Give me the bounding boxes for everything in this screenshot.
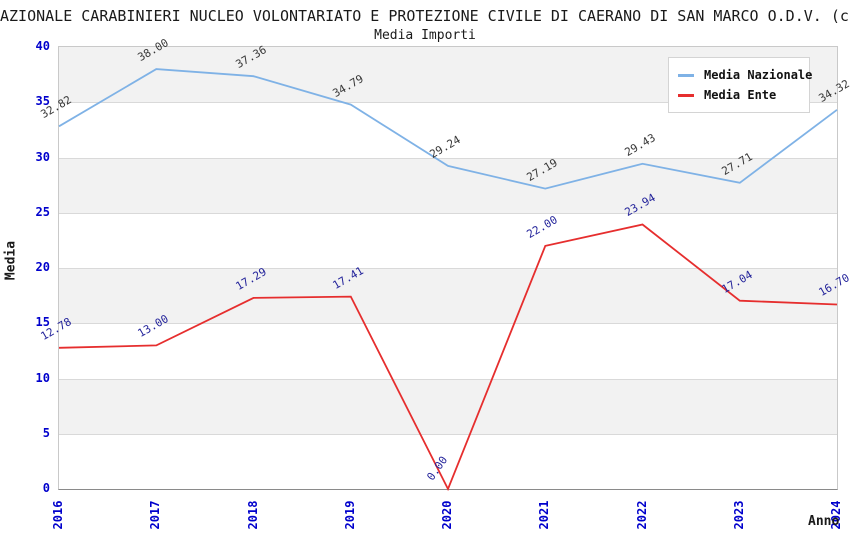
chart-title: AZIONALE CARABINIERI NUCLEO VOLONTARIATO… (0, 7, 850, 25)
legend-label: Media Ente (704, 88, 777, 102)
series-line-media-ente (58, 223, 838, 492)
y-tick-label: 35 (35, 94, 50, 109)
red-line-swatch-icon (678, 93, 694, 97)
x-tick-label: 2023 (731, 500, 746, 530)
y-tick-label: 0 (42, 481, 50, 495)
background-band (59, 378, 837, 434)
y-tick-label: 10 (35, 370, 50, 385)
background-band (59, 433, 837, 489)
x-tick-label: 2020 (440, 500, 454, 530)
y-tick-label: 5 (42, 425, 50, 440)
x-tick-label: 2019 (342, 500, 357, 530)
chart-subtitle: Media Importi (374, 28, 476, 43)
gridline (59, 157, 837, 159)
gridline (59, 323, 837, 325)
series-line-media-nazionale (58, 68, 838, 190)
series-lines (58, 68, 838, 492)
legend: Media Nazionale Media Ente (668, 57, 812, 113)
legend-label: Media Nazionale (704, 68, 813, 82)
gridline (59, 102, 837, 104)
x-tick-label: 2017 (148, 500, 163, 530)
x-tick-label: 2021 (537, 500, 552, 530)
gridline (59, 212, 837, 214)
x-axis-title: Anno (808, 514, 840, 529)
background-band (59, 268, 837, 324)
gridline (59, 268, 837, 269)
legend-item-media-nazionale: Media Nazionale (678, 65, 812, 85)
x-tick-label: 2022 (634, 500, 649, 530)
y-axis-title: Media (3, 240, 19, 281)
legend-item-media-ente: Media Ente (678, 85, 801, 105)
gridline (59, 378, 837, 380)
x-tick-label: 2018 (245, 500, 260, 530)
x-tick-label: 2016 (51, 500, 65, 530)
blue-line-swatch-icon (678, 73, 694, 77)
background-band (59, 212, 837, 268)
gridline (59, 433, 837, 435)
background-band (59, 323, 837, 379)
